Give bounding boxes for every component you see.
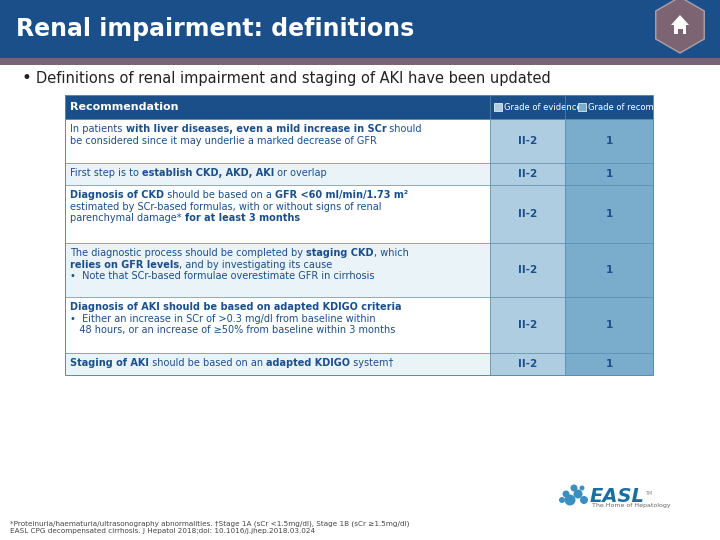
Text: should: should xyxy=(386,124,422,134)
Bar xyxy=(490,297,565,353)
Text: 1: 1 xyxy=(606,136,613,146)
Text: should be based on a: should be based on a xyxy=(164,190,275,200)
Text: Recommendation: Recommendation xyxy=(70,102,179,112)
Text: 1: 1 xyxy=(606,320,613,330)
Bar xyxy=(0,0,720,58)
Bar xyxy=(65,95,653,119)
Text: Diagnosis of AKI should be based on adapted KDIGO criteria: Diagnosis of AKI should be based on adap… xyxy=(70,302,402,312)
Circle shape xyxy=(580,485,585,490)
Text: Grade of evidence: Grade of evidence xyxy=(504,103,582,111)
Polygon shape xyxy=(656,0,704,53)
Bar xyxy=(65,163,490,185)
Text: establish CKD, AKD, AKI: establish CKD, AKD, AKI xyxy=(142,168,274,178)
Text: system†: system† xyxy=(350,358,394,368)
Circle shape xyxy=(564,495,575,505)
Text: •  Note that SCr-based formulae overestimate GFR in cirrhosis: • Note that SCr-based formulae overestim… xyxy=(70,271,374,281)
Bar xyxy=(678,29,683,34)
Text: 1: 1 xyxy=(606,209,613,219)
Bar xyxy=(490,119,565,163)
Text: Definitions of renal impairment and staging of AKI have been updated: Definitions of renal impairment and stag… xyxy=(36,71,551,85)
Bar xyxy=(565,243,653,297)
Bar xyxy=(490,353,565,375)
Text: II-2: II-2 xyxy=(518,265,537,275)
Text: EASL: EASL xyxy=(590,487,645,505)
Text: adapted KDIGO: adapted KDIGO xyxy=(266,358,350,368)
Bar xyxy=(65,353,490,375)
Text: Renal impairment: definitions: Renal impairment: definitions xyxy=(16,17,414,41)
Text: be considered since it may underlie a marked decrease of GFR: be considered since it may underlie a ma… xyxy=(70,136,377,145)
Circle shape xyxy=(559,497,565,503)
Text: parenchymal damage*: parenchymal damage* xyxy=(70,213,184,223)
Text: , and by investigating its cause: , and by investigating its cause xyxy=(179,260,333,269)
Bar xyxy=(565,119,653,163)
Bar xyxy=(65,119,490,163)
Bar xyxy=(65,95,653,375)
Text: , which: , which xyxy=(374,248,408,258)
Text: or overlap: or overlap xyxy=(274,168,327,178)
Text: 48 hours, or an increase of ≥50% from baseline within 3 months: 48 hours, or an increase of ≥50% from ba… xyxy=(70,325,395,335)
Text: GFR <60 ml/min/1.73 m²: GFR <60 ml/min/1.73 m² xyxy=(275,190,408,200)
Text: for at least 3 months: for at least 3 months xyxy=(184,213,300,223)
Text: 1: 1 xyxy=(606,169,613,179)
Text: EASL CPG decompensated cirrhosis. J Hepatol 2018;doi: 10.1016/j.jhep.2018.03.024: EASL CPG decompensated cirrhosis. J Hepa… xyxy=(10,528,315,534)
Bar xyxy=(565,163,653,185)
Circle shape xyxy=(570,484,577,491)
Bar xyxy=(565,353,653,375)
Bar xyxy=(674,25,686,34)
Text: In patients: In patients xyxy=(70,124,125,134)
Text: relies on GFR levels: relies on GFR levels xyxy=(70,260,179,269)
Bar xyxy=(65,185,490,243)
Text: •: • xyxy=(22,69,32,87)
Text: •  Either an increase in SCr of >0.3 mg/dl from baseline within: • Either an increase in SCr of >0.3 mg/d… xyxy=(70,314,376,323)
Bar xyxy=(494,103,502,111)
Circle shape xyxy=(574,489,582,498)
Text: with liver diseases, even a mild increase in SCr: with liver diseases, even a mild increas… xyxy=(125,124,386,134)
Text: First step is to: First step is to xyxy=(70,168,142,178)
Text: The Home of Hepatology: The Home of Hepatology xyxy=(592,503,670,509)
Bar xyxy=(0,58,720,65)
Text: *Proteinuria/haematuria/ultrasonography abnormalities. †Stage 1A (sCr <1.5mg/dl): *Proteinuria/haematuria/ultrasonography … xyxy=(10,521,410,527)
Bar xyxy=(490,185,565,243)
Text: should be based on an: should be based on an xyxy=(149,358,266,368)
Text: TM: TM xyxy=(645,491,652,496)
Polygon shape xyxy=(671,15,689,25)
Text: II-2: II-2 xyxy=(518,136,537,146)
Text: II-2: II-2 xyxy=(518,359,537,369)
Bar xyxy=(565,297,653,353)
Text: Staging of AKI: Staging of AKI xyxy=(70,358,149,368)
Text: The diagnostic process should be completed by: The diagnostic process should be complet… xyxy=(70,248,306,258)
Bar xyxy=(490,163,565,185)
Bar xyxy=(65,297,490,353)
Circle shape xyxy=(562,490,570,497)
Text: estimated by SCr-based formulas, with or without signs of renal: estimated by SCr-based formulas, with or… xyxy=(70,201,382,212)
Text: staging CKD: staging CKD xyxy=(306,248,374,258)
Text: II-2: II-2 xyxy=(518,169,537,179)
Bar xyxy=(65,243,490,297)
Circle shape xyxy=(580,496,588,504)
Text: Grade of recommendation: Grade of recommendation xyxy=(588,103,699,111)
Bar xyxy=(578,103,586,111)
Text: 1: 1 xyxy=(606,265,613,275)
Text: II-2: II-2 xyxy=(518,209,537,219)
Text: 1: 1 xyxy=(606,359,613,369)
Text: Diagnosis of CKD: Diagnosis of CKD xyxy=(70,190,164,200)
Bar xyxy=(565,185,653,243)
Text: II-2: II-2 xyxy=(518,320,537,330)
Bar xyxy=(490,243,565,297)
